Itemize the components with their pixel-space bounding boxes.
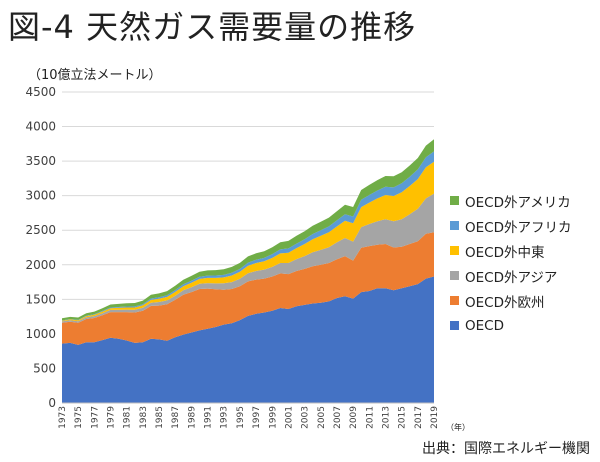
legend-swatch: [450, 321, 459, 330]
x-tick-label: 1977: [90, 406, 100, 429]
legend-item: OECD外中東: [450, 238, 571, 263]
x-tick-label: 1991: [204, 406, 214, 429]
legend-item: OECD外欧州: [450, 288, 571, 313]
legend-swatch: [450, 221, 459, 230]
legend-item: OECD外アジア: [450, 263, 571, 288]
legend-swatch: [450, 196, 459, 205]
legend-label: OECD外欧州: [465, 291, 544, 311]
legend: OECD外アメリカ OECD外アフリカ OECD外中東 OECD外アジア OECD外欧州…: [450, 188, 571, 338]
x-tick-label: 1981: [123, 406, 133, 429]
x-tick-label: 1979: [107, 406, 117, 429]
x-tick-label: 2007: [333, 406, 343, 429]
stacked-areas: [62, 139, 434, 403]
legend-item: OECD外アメリカ: [450, 188, 571, 213]
legend-swatch: [450, 271, 459, 280]
y-tick-label: 4500: [25, 85, 56, 99]
source-note: 出典：国際エネルギー機関: [422, 438, 590, 458]
x-tick-label: 1997: [252, 406, 262, 429]
x-tick-label: 1999: [268, 406, 278, 429]
legend-label: OECD: [465, 318, 504, 334]
y-tick-label: 1500: [25, 292, 56, 306]
legend-label: OECD外中東: [465, 241, 544, 261]
x-tick-label: 2017: [414, 406, 424, 429]
x-tick-label: 1993: [220, 406, 230, 429]
x-tick-label: 1973: [58, 406, 68, 429]
x-tick-label: 2001: [284, 406, 294, 429]
x-tick-label: 2005: [317, 406, 327, 429]
legend-item: OECD外アフリカ: [450, 213, 571, 238]
legend-item: OECD: [450, 313, 571, 338]
y-tick-label: 2000: [25, 258, 56, 272]
legend-swatch: [450, 246, 459, 255]
x-tick-label: 1975: [74, 406, 84, 429]
y-tick-label: 2500: [25, 223, 56, 237]
y-tick-label: 1000: [25, 327, 56, 341]
x-axis-ticks: 1973 1975 1977 1979 1981 1983 1985 1987 1989 1991…: [58, 406, 440, 429]
x-tick-label: 1995: [236, 406, 246, 429]
y-tick-label: 0: [48, 396, 56, 410]
x-tick-label: 1987: [171, 406, 181, 429]
x-tick-label: 2013: [381, 406, 391, 429]
x-tick-label: 2011: [365, 406, 375, 429]
legend-swatch: [450, 296, 459, 305]
x-tick-label: 1983: [139, 406, 149, 429]
x-tick-label: 1989: [187, 406, 197, 429]
x-tick-label: 2015: [398, 406, 408, 429]
x-axis-unit-label: （年）: [446, 422, 470, 433]
y-tick-label: 3500: [25, 154, 56, 168]
x-tick-label: 2019: [430, 406, 440, 429]
y-tick-label: 500: [33, 361, 56, 375]
y-axis-ticks: 0 500 1000 1500 2000 2500 3000 3500 4000 4500: [25, 85, 56, 410]
legend-label: OECD外アメリカ: [465, 191, 571, 211]
y-tick-label: 3000: [25, 189, 56, 203]
x-tick-label: 2003: [301, 406, 311, 429]
legend-label: OECD外アフリカ: [465, 216, 571, 236]
x-tick-label: 1985: [155, 406, 165, 429]
y-tick-label: 4000: [25, 120, 56, 134]
x-tick-label: 2009: [349, 406, 359, 429]
legend-label: OECD外アジア: [465, 266, 557, 286]
